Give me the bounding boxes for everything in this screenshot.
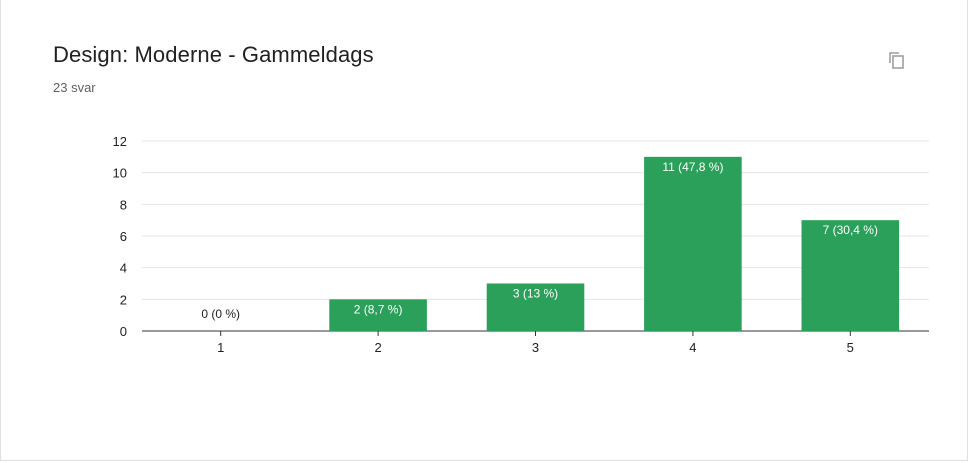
- y-tick-label: 10: [113, 166, 127, 181]
- bar: [486, 283, 585, 331]
- y-tick-label: 6: [120, 229, 127, 244]
- y-tick-label: 4: [120, 261, 127, 276]
- response-count: 23 svar: [53, 80, 96, 95]
- data-label: 11 (47,8 %): [662, 160, 723, 174]
- y-tick-label: 2: [120, 292, 127, 307]
- bar: [329, 299, 427, 331]
- y-tick-label: 8: [120, 197, 127, 212]
- bar: [644, 156, 742, 331]
- bar: [801, 220, 900, 331]
- data-label: 3 (13 %): [513, 287, 558, 301]
- data-label: 0 (0 %): [201, 307, 240, 321]
- x-tick-label: 1: [217, 340, 224, 355]
- x-tick-label: 3: [532, 340, 539, 355]
- chart-title: Design: Moderne - Gammeldags: [53, 42, 374, 67]
- x-tick-label: 4: [689, 340, 696, 355]
- x-tick-label: 2: [374, 340, 381, 355]
- x-tick-label: 5: [847, 340, 854, 355]
- data-label: 7 (30,4 %): [823, 223, 878, 237]
- copy-icon[interactable]: [885, 48, 909, 72]
- y-tick-label: 0: [120, 324, 127, 339]
- y-tick-label: 12: [113, 134, 127, 149]
- data-label: 2 (8,7 %): [354, 302, 403, 316]
